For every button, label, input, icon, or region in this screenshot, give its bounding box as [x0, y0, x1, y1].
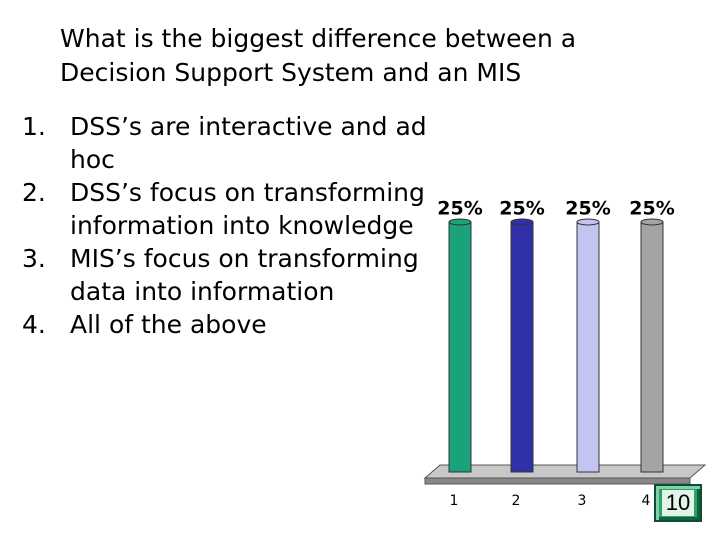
option: 4. All of the above	[22, 308, 442, 341]
value-label: 25%	[629, 198, 674, 220]
option-text: MIS’s focus on transforming data into in…	[70, 244, 419, 306]
value-label: 25%	[565, 198, 610, 220]
options: 1. DSS’s are interactive and ad hoc 2. DSS’…	[22, 110, 442, 341]
bar-top	[640, 218, 664, 226]
bar	[640, 221, 664, 473]
chart-floor-edge	[424, 477, 691, 485]
response-counter: 10	[654, 484, 702, 522]
option-number: 1.	[22, 112, 46, 141]
bar	[510, 221, 534, 473]
bar-top	[448, 218, 472, 226]
bar-top	[576, 218, 600, 226]
option-number: 2.	[22, 178, 46, 207]
value-label: 25%	[499, 198, 544, 220]
x-tick-label: 1	[450, 493, 459, 509]
value-label: 25%	[437, 198, 482, 220]
option: 1. DSS’s are interactive and ad hoc	[22, 110, 442, 176]
option-text: All of the above	[70, 310, 267, 339]
option-text: DSS’s are interactive and ad hoc	[70, 112, 427, 174]
question: What is the biggest difference between a…	[60, 24, 577, 87]
option-number: 3.	[22, 244, 46, 273]
x-tick-label: 2	[512, 493, 521, 509]
option: 3. MIS’s focus on transforming data into …	[22, 242, 442, 308]
option: 2. DSS’s focus on transforming informatio…	[22, 176, 442, 242]
option-number: 4.	[22, 310, 46, 339]
bar	[576, 221, 600, 473]
option-text: DSS’s focus on transforming information …	[70, 178, 425, 240]
bar	[448, 221, 472, 473]
x-tick-label: 3	[578, 493, 587, 509]
x-tick-label: 4	[642, 493, 651, 509]
bar-top	[510, 218, 534, 226]
counter-value: 10	[662, 490, 694, 516]
